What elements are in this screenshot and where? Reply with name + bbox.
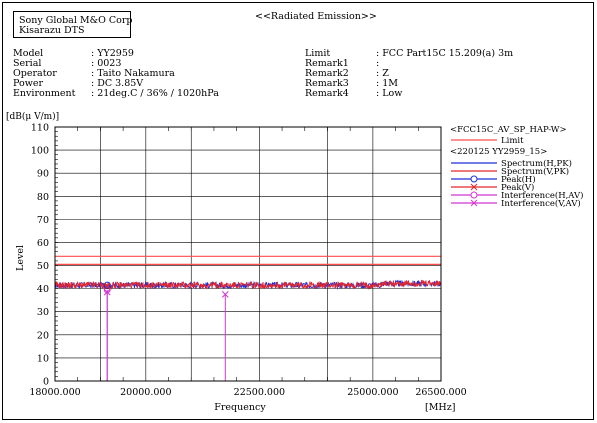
legend: Limit Spectrum(H,PK)Spectrum(V,PK)Peak(H)… [451, 136, 583, 209]
legend-cross-marker [470, 199, 478, 207]
legend-cross-marker [470, 183, 478, 191]
legend-circle-marker [470, 191, 478, 199]
plot-area: 0 10 20 30 40 50 60 70 80 90 100 110 18000.000 20000.… [29, 123, 466, 399]
site-name: Kisarazu DTS [19, 25, 85, 36]
info-remark4-value: : Low [376, 88, 403, 99]
x-tick-label: 26500.000 [415, 387, 466, 398]
y-tick-label: 50 [37, 261, 49, 272]
plot-border [54, 126, 442, 382]
info-model-value: : YY2959 [91, 48, 134, 59]
info-remark1-label: Remark1 [305, 58, 349, 69]
y-tick-label: 90 [37, 169, 49, 180]
info-remark2-value: : Z [376, 68, 389, 79]
legend-circle-marker [470, 175, 478, 183]
legend-title-template: <FCC15C_AV_SP_HAP-W> [450, 125, 567, 135]
x-tick-label: 22500.000 [234, 387, 285, 398]
info-model-label: Model [13, 48, 44, 59]
x-axis-label: Frequency [214, 402, 266, 413]
y-tick-label: 40 [37, 284, 49, 295]
y-tick-label: 30 [37, 307, 49, 318]
info-environment-label: Environment [13, 88, 76, 99]
info-operator-value: : Taito Nakamura [91, 68, 175, 79]
y-tick-label: 70 [37, 215, 49, 226]
peak-h-marker [103, 281, 111, 289]
info-serial-label: Serial [13, 58, 42, 69]
info-remark2-label: Remark2 [305, 68, 349, 79]
y-axis-units: [dB(μ V/m)] [6, 111, 59, 122]
legend-label: Spectrum(H,PK) [501, 158, 572, 169]
legend-label: Spectrum(V,PK) [501, 166, 569, 177]
info-environment-value: : 21deg.C / 36% / 1020hPa [91, 88, 219, 99]
info-operator-label: Operator [13, 68, 57, 79]
legend-title-dataset: <220125 YY2959_15> [450, 147, 547, 157]
x-tick-label: 25000.000 [347, 387, 398, 398]
company-name: Sony Global M&O Corp [19, 15, 133, 26]
x-tick-label: 18000.000 [29, 387, 80, 398]
report-title: <<Radiated Emission>> [255, 11, 377, 22]
y-axis-label: Level [15, 245, 26, 271]
info-limit-value: : FCC Part15C 15.209(a) 3m [376, 48, 514, 59]
y-tick-label: 20 [37, 330, 49, 341]
y-tick-label: 60 [37, 238, 49, 249]
peak-v-marker [103, 282, 111, 290]
legend-label: Interference(V,AV) [501, 198, 581, 209]
info-power-value: : DC 3.85V [91, 78, 144, 89]
info-remark3-value: : 1M [376, 78, 398, 89]
info-power-label: Power [13, 78, 44, 89]
y-tick-label: 0 [43, 377, 49, 388]
info-limit-label: Limit [305, 48, 331, 59]
interference-v-marker [221, 291, 229, 298]
legend-label: Interference(H,AV) [501, 190, 583, 201]
x-axis-unit: [MHz] [425, 402, 455, 413]
spectrum-v-trace [54, 279, 442, 290]
y-tick-label: 10 [37, 353, 49, 364]
y-tick-label: 80 [37, 192, 49, 203]
info-remark4-label: Remark4 [305, 88, 349, 99]
y-tick-label: 100 [31, 146, 49, 157]
info-remark1-value: : [376, 58, 380, 69]
x-tick-label: 20000.000 [120, 387, 171, 398]
company-box: Sony Global M&O Corp Kisarazu DTS [13, 11, 133, 38]
legend-label: Peak(V) [501, 182, 534, 193]
y-tick-label: 110 [31, 123, 49, 134]
legend-label: Peak(H) [501, 174, 536, 185]
info-remark3-label: Remark3 [305, 78, 349, 89]
info-serial-value: : 0023 [91, 58, 122, 69]
interference-v-marker [103, 288, 111, 296]
legend-label: Limit [501, 136, 524, 146]
